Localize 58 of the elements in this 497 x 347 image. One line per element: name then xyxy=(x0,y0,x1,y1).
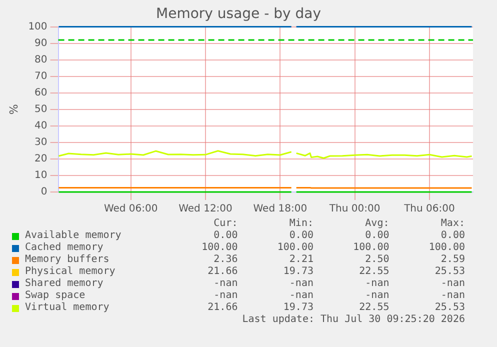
text: 2.21 xyxy=(288,254,314,266)
x-tick-label: Wed 06:00 xyxy=(104,204,158,215)
text: -nan xyxy=(440,290,465,302)
text: 25.53 xyxy=(434,302,465,314)
text: 0.00 xyxy=(440,230,465,242)
y-axis-title: % xyxy=(7,104,20,115)
text: -nan xyxy=(364,278,390,290)
text: -nan xyxy=(364,290,390,302)
x-tick-label: Thu 06:00 xyxy=(403,204,455,215)
text: -nan xyxy=(288,290,314,302)
text: 2.50 xyxy=(364,254,390,266)
text: 100.00 xyxy=(200,242,238,254)
y-tick-label: 40 xyxy=(34,120,48,132)
y-tick-label: 30 xyxy=(34,137,48,148)
text: 21.66 xyxy=(206,266,238,278)
text: Max: xyxy=(440,218,465,230)
y-tick-label: 100 xyxy=(28,21,48,32)
text: 0.00 xyxy=(364,230,390,242)
text: 0.00 xyxy=(212,230,238,242)
x-tick-label: Wed 12:00 xyxy=(178,204,232,215)
text: 2.59 xyxy=(440,254,465,266)
text: Last update: Thu Jul 30 09:25:20 2026 xyxy=(241,314,465,326)
text: Avg: xyxy=(364,218,390,230)
y-tick-label: 70 xyxy=(34,70,48,82)
legend-label: Virtual memory xyxy=(25,302,110,314)
text: 22.55 xyxy=(358,302,390,314)
legend-label: Available memory xyxy=(25,230,122,242)
text: Cur: xyxy=(212,218,238,230)
text: 0.00 xyxy=(288,230,314,242)
text: 2.36 xyxy=(212,254,238,266)
text: 19.73 xyxy=(282,302,314,314)
text: -nan xyxy=(212,290,238,302)
legend-label: Shared memory xyxy=(25,278,104,290)
legend-label: Swap space xyxy=(25,290,86,302)
y-tick-label: 60 xyxy=(34,87,48,98)
text: 22.55 xyxy=(358,266,390,278)
text: Min: xyxy=(288,218,314,230)
y-tick-label: 0 xyxy=(40,186,48,198)
x-tick-label: Wed 18:00 xyxy=(253,204,308,215)
text: 21.66 xyxy=(206,302,238,314)
legend-label: Physical memory xyxy=(25,266,116,278)
text: 25.53 xyxy=(434,266,465,278)
x-tick-label: Thu 00:00 xyxy=(328,204,380,215)
y-tick-label: 50 xyxy=(34,104,48,115)
chart-title: Memory usage - by day xyxy=(156,6,321,22)
y-tick-label: 90 xyxy=(34,38,48,49)
y-tick-label: 80 xyxy=(34,54,48,66)
text: 100.00 xyxy=(352,242,390,254)
text: 100.00 xyxy=(428,242,465,254)
text: 100.00 xyxy=(276,242,314,254)
text: 19.73 xyxy=(282,266,314,278)
y-tick-label: 10 xyxy=(34,170,48,182)
text: -nan xyxy=(440,278,465,290)
legend-label: Memory buffers xyxy=(25,254,110,266)
y-tick-label: 20 xyxy=(34,154,48,165)
text: -nan xyxy=(212,278,238,290)
legend-label: Cached memory xyxy=(25,242,104,254)
text: -nan xyxy=(288,278,314,290)
